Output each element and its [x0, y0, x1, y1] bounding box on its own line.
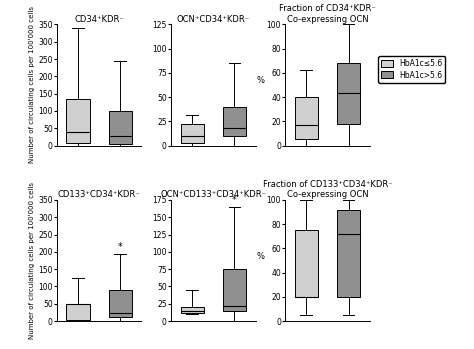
- PathPatch shape: [295, 97, 318, 140]
- PathPatch shape: [295, 230, 318, 297]
- Text: *: *: [232, 195, 237, 205]
- PathPatch shape: [109, 111, 132, 144]
- PathPatch shape: [337, 63, 360, 124]
- Title: Fraction of CD34⁺KDR⁻
Co-expressing OCN: Fraction of CD34⁺KDR⁻ Co-expressing OCN: [279, 4, 376, 24]
- Title: CD34⁺KDR⁻: CD34⁺KDR⁻: [74, 15, 124, 24]
- Title: OCN⁺CD133⁺CD34⁺KDR⁻: OCN⁺CD133⁺CD34⁺KDR⁻: [160, 190, 266, 199]
- Y-axis label: Number of circulating cells per 100'000 cells: Number of circulating cells per 100'000 …: [29, 182, 35, 339]
- PathPatch shape: [66, 99, 90, 143]
- PathPatch shape: [181, 307, 204, 313]
- PathPatch shape: [181, 124, 204, 143]
- Y-axis label: Number of circulating cells per 100'000 cells: Number of circulating cells per 100'000 …: [29, 7, 35, 163]
- PathPatch shape: [223, 107, 246, 136]
- Y-axis label: %: %: [257, 76, 265, 85]
- PathPatch shape: [66, 304, 90, 320]
- Title: Fraction of CD133⁺CD34⁺KDR⁻
Co-expressing OCN: Fraction of CD133⁺CD34⁺KDR⁻ Co-expressin…: [263, 180, 392, 199]
- PathPatch shape: [337, 210, 360, 297]
- Text: *: *: [118, 242, 123, 252]
- Y-axis label: %: %: [257, 252, 265, 261]
- PathPatch shape: [223, 269, 246, 311]
- Legend: HbA1c≤5.6, HbA1c>5.6: HbA1c≤5.6, HbA1c>5.6: [378, 56, 445, 83]
- PathPatch shape: [109, 290, 132, 317]
- Title: CD133⁺CD34⁺KDR⁻: CD133⁺CD34⁺KDR⁻: [58, 190, 140, 199]
- Title: OCN⁺CD34⁺KDR⁻: OCN⁺CD34⁺KDR⁻: [177, 15, 250, 24]
